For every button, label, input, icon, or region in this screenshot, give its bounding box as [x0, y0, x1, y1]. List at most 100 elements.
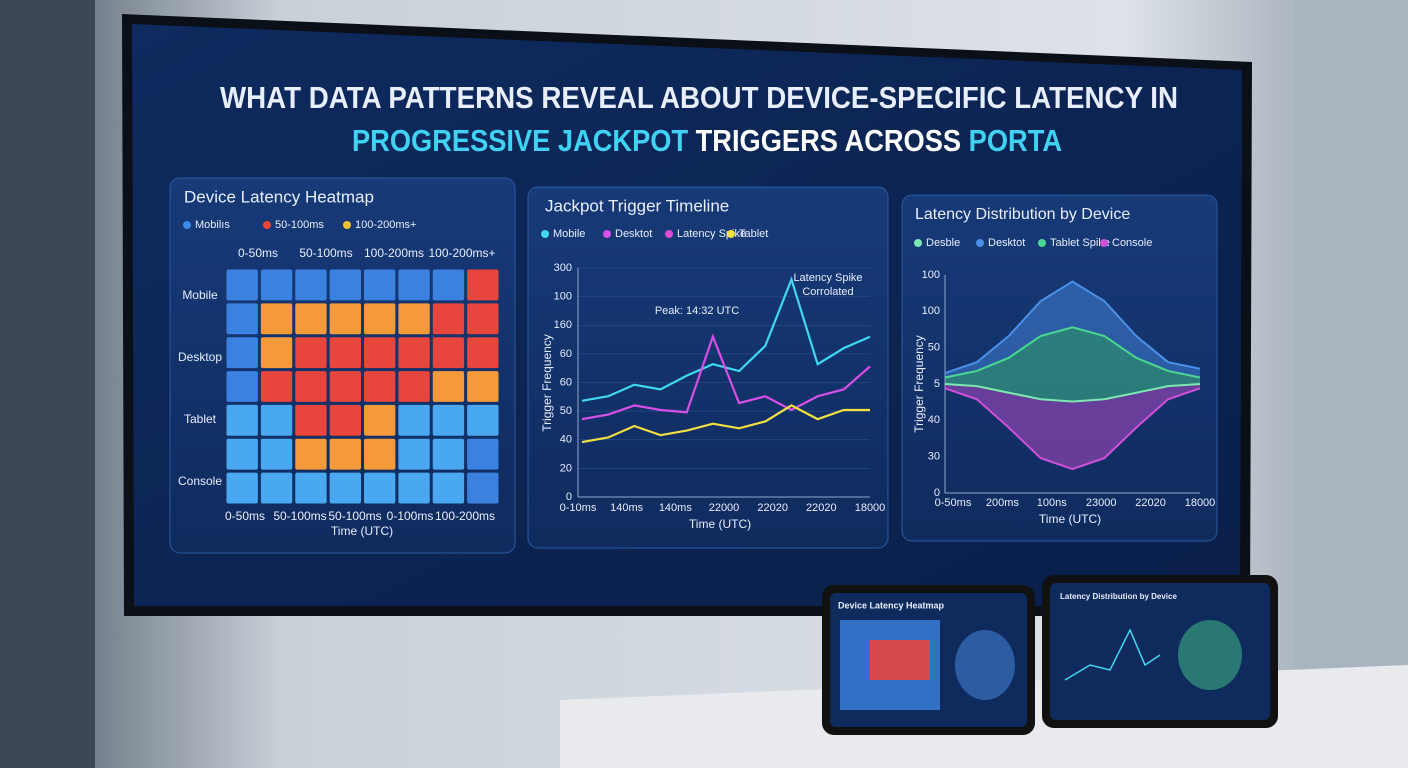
heatmap-cell [398, 472, 430, 504]
x-tick-label: 140ms [610, 502, 644, 514]
curve [944, 280, 1201, 375]
area-band [945, 281, 1200, 378]
heatmap-cell [432, 404, 465, 436]
y-axis-label: Trigger Frequency [540, 334, 554, 432]
x-tick-label: 100-200ms [435, 509, 495, 523]
glass-wall [0, 0, 95, 768]
row-label: Console [178, 474, 222, 488]
row-label: Tablet [184, 412, 217, 426]
x-axis-label: Time (UTC) [1039, 512, 1101, 526]
heatmap-cell [295, 472, 327, 504]
heatmap-cell [432, 303, 465, 335]
legend-label: 50-100ms [275, 219, 324, 231]
x-tick-label: 23000 [1086, 497, 1117, 509]
x-tick-label: 0-50ms [225, 509, 265, 523]
legend-label: Desktot [988, 237, 1025, 249]
heatmap-cell [364, 472, 396, 504]
heatmap-cell [295, 303, 327, 335]
row-label: Mobile [182, 288, 218, 302]
heatmap-cell [260, 438, 293, 470]
row-label: Desktop [178, 350, 222, 364]
heatmap-cell [226, 303, 258, 335]
x-tick-label: 22020 [757, 502, 788, 514]
heatmap-cell [432, 371, 465, 402]
panel [901, 194, 1218, 542]
heatmap-cell [260, 269, 293, 301]
heatmap-cell [432, 269, 465, 301]
heatmap-cell [260, 371, 293, 402]
heatmap-cell [226, 371, 258, 402]
y-tick-label: 60 [560, 348, 572, 360]
legend-dot [976, 239, 984, 247]
column-label: 100-200ms [364, 246, 424, 260]
heatmap-cell [295, 371, 327, 402]
tablet-line-thumb [1064, 628, 1161, 681]
heatmap-cell [329, 404, 361, 436]
legend-label: Mobilıs [195, 219, 230, 231]
heatmap-cell [295, 269, 327, 301]
heatmap-cell [295, 404, 327, 436]
y-tick-label: 40 [928, 414, 940, 426]
heatmap-cell [329, 472, 361, 504]
tablet-heatmap-thumb [870, 640, 930, 680]
y-tick-label: 100 [922, 305, 940, 317]
title-line-1: WHAT DATA PATTERNS REVEAL ABOUT DEVICE-S… [220, 80, 1178, 115]
x-tick-label: 0-100ms [387, 509, 434, 523]
legend-dot [727, 230, 735, 238]
y-tick-label: 100 [922, 269, 940, 281]
y-tick-label: 300 [554, 262, 572, 274]
heatmap-cell [467, 269, 499, 301]
y-tick-label: 30 [928, 451, 940, 463]
x-axis-label: Time (UTC) [331, 524, 393, 538]
y-axis-label: Trigger Frequency [912, 335, 926, 433]
heatmap-cell [364, 269, 396, 301]
y-tick-label: 40 [560, 434, 572, 446]
heatmap-cell [226, 269, 258, 301]
heatmap-cell [329, 438, 361, 470]
heatmap-cell [398, 337, 430, 369]
heatmap-cell [260, 337, 293, 369]
heatmap-cell [467, 404, 499, 436]
heatmap-cell [364, 371, 396, 402]
heatmap-cell [467, 438, 499, 470]
heatmap-cell [432, 472, 465, 504]
heatmap-cell [398, 269, 430, 301]
annotation: Peak: 14:32 UTC [655, 305, 739, 317]
heatmap-cell [398, 303, 430, 335]
heatmap-cell [467, 371, 499, 402]
x-tick-label: 22020 [1135, 497, 1166, 509]
title-part: PROGRESSIVE JACKPOT [352, 123, 688, 158]
y-tick-label: 60 [560, 376, 572, 388]
y-tick-label: 50 [560, 405, 572, 417]
legend-label: Tablet Spike [1050, 237, 1110, 249]
x-tick-label: 22020 [806, 502, 837, 514]
tablet-title: Device Latency Heatmap [838, 600, 945, 610]
legend-dot [541, 230, 549, 238]
x-tick-label: 18000 [1185, 497, 1216, 509]
heatmap-cell [364, 303, 396, 335]
legend-dot [914, 239, 922, 247]
tablet-dist-thumb [1178, 620, 1242, 690]
legend-dot [1100, 239, 1108, 247]
heatmap-cell [432, 438, 465, 470]
x-tick-label: 22000 [709, 502, 740, 514]
legend-label: Desktot [615, 228, 652, 240]
legend-dot [603, 230, 611, 238]
heatmap-cell [329, 303, 361, 335]
legend-label: Tablet [739, 228, 768, 240]
x-tick-label: 100ns [1037, 497, 1067, 509]
y-tick-label: 5 [934, 378, 940, 390]
legend-dot [183, 221, 191, 229]
panel-title: Device Latency Heatmap [184, 187, 374, 206]
legend-dot [263, 221, 271, 229]
heatmap-cell [398, 404, 430, 436]
charts: Mobilıs 50-100ms 100-200ms+0-50ms 50-100ms 1… [178, 219, 1215, 523]
panel-title: Jackpot Trigger Timeline [545, 196, 729, 215]
title-part: PORTA [969, 123, 1062, 158]
annotation: Corrolated [802, 286, 853, 298]
legend-label: Desble [926, 237, 960, 249]
x-tick-label: 50-100ms [273, 509, 326, 523]
heatmap-cell [226, 438, 258, 470]
y-tick-label: 20 [560, 462, 572, 474]
